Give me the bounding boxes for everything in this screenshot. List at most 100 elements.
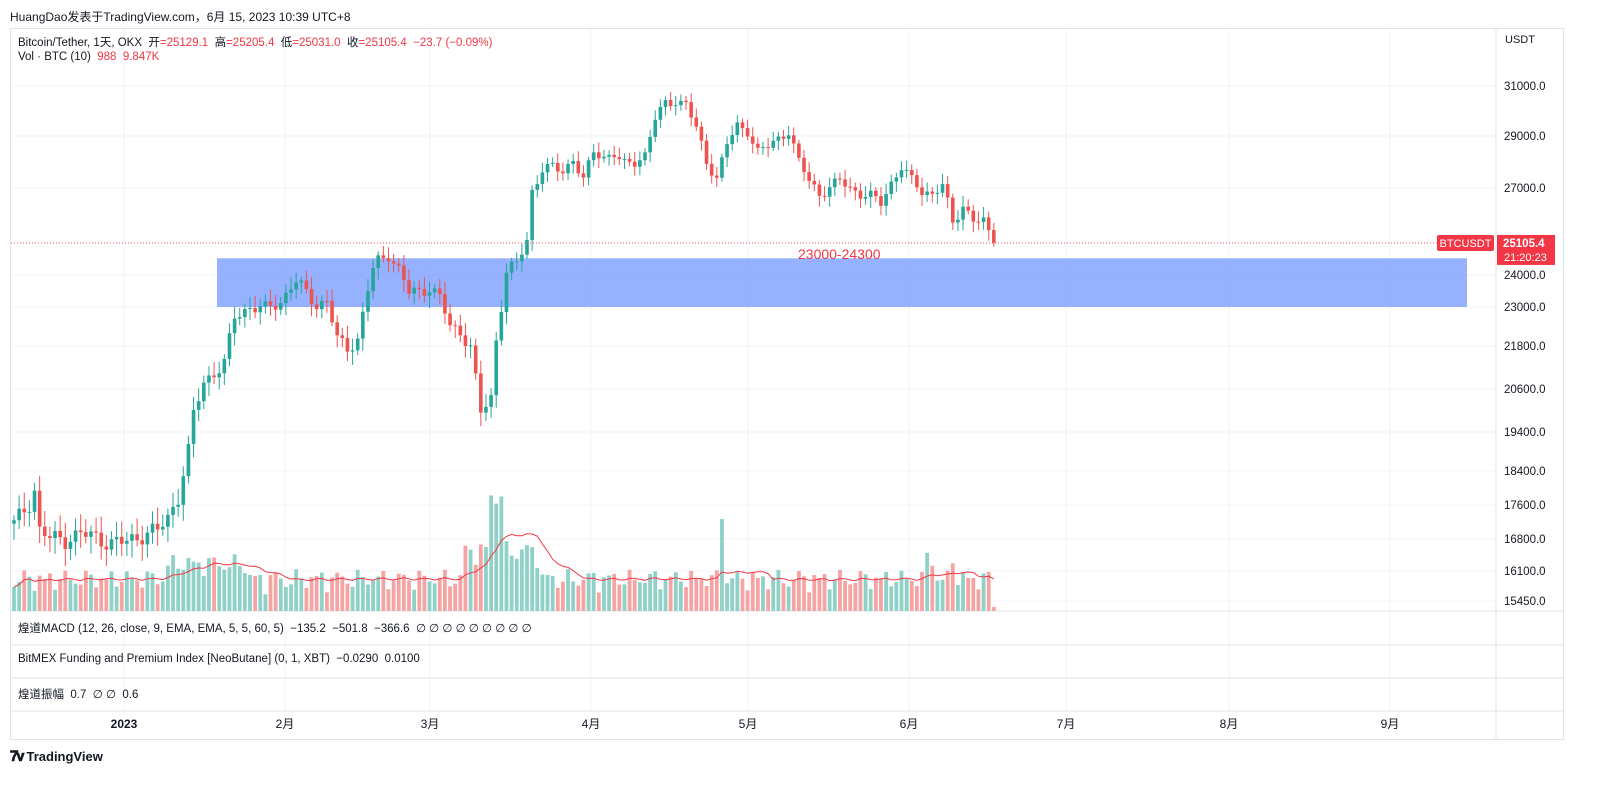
candle: [278, 297, 283, 315]
volume-bar: [668, 576, 673, 611]
tradingview-logo[interactable]: 𝟕𝐯 TradingView: [10, 748, 103, 765]
volume-bar: [950, 563, 955, 611]
volume-bar: [889, 586, 894, 611]
volume-bar: [27, 576, 32, 611]
candle-body: [981, 217, 986, 223]
candle: [879, 186, 883, 216]
volume-bar: [437, 577, 442, 611]
candle: [591, 144, 596, 167]
candle-body: [545, 163, 550, 173]
macd-value-2: −501.8: [332, 623, 368, 635]
candle: [638, 151, 642, 176]
candle-body: [284, 292, 288, 304]
candle: [386, 247, 391, 272]
candle: [725, 136, 729, 168]
volume-bar: [679, 581, 683, 611]
volume-bar: [617, 584, 622, 611]
candle: [453, 320, 457, 338]
chart-frame[interactable]: [10, 28, 1564, 740]
support-zone[interactable]: [217, 258, 1467, 307]
volume-bar: [371, 580, 375, 611]
volume-bar: [319, 572, 324, 611]
candle-body: [858, 190, 863, 199]
volume-bar: [345, 583, 350, 611]
candle: [222, 354, 227, 386]
candle-body: [868, 190, 873, 197]
candle-body: [591, 152, 596, 161]
volume-bar: [873, 577, 878, 611]
candle: [432, 283, 437, 299]
time-tick-label: 3月: [421, 717, 440, 731]
candle: [915, 168, 919, 193]
candle-body: [735, 122, 740, 136]
candle: [412, 281, 416, 305]
candle: [145, 526, 150, 558]
price-tick-label: 31000.0: [1504, 81, 1546, 93]
candle: [237, 307, 242, 326]
candle-body: [130, 534, 134, 541]
candle-body: [802, 157, 806, 173]
candle: [776, 131, 781, 151]
candle-body: [68, 541, 73, 549]
volume-bar: [971, 578, 976, 611]
volume-bar: [945, 570, 950, 611]
candle: [586, 157, 591, 186]
candle: [463, 323, 468, 358]
candle-body: [884, 194, 888, 206]
candle-body: [407, 280, 411, 294]
volume-bar: [596, 592, 601, 611]
tradingview-logo-icon: 𝟕𝐯: [10, 748, 25, 765]
candle: [125, 531, 129, 557]
candle-body: [463, 335, 468, 347]
volume-bar: [53, 589, 57, 611]
candle-body: [350, 350, 355, 352]
candle-body: [940, 183, 945, 193]
volume-bar: [278, 578, 283, 611]
volume-bar: [294, 569, 299, 611]
volume-bar: [956, 585, 960, 611]
last-price-badge: [1497, 234, 1555, 265]
candle-body: [361, 311, 365, 339]
candle-body: [119, 536, 124, 544]
candle-body: [27, 511, 32, 513]
candle-body: [243, 308, 247, 318]
volume-bar: [899, 570, 904, 611]
candle: [109, 531, 114, 556]
volume-bar: [514, 558, 519, 611]
volume-bar: [643, 582, 647, 611]
time-tick-label: 2月: [276, 717, 295, 731]
volume-bar: [791, 580, 796, 611]
candle: [166, 508, 170, 543]
volume-bar: [930, 565, 935, 611]
volume-bar: [478, 544, 483, 611]
candle: [956, 210, 960, 231]
candle-body: [63, 537, 68, 549]
volume-bar: [366, 584, 370, 611]
candle: [827, 177, 832, 207]
candle-body: [114, 536, 119, 540]
volume-bar: [386, 589, 391, 611]
candle: [186, 435, 191, 484]
candle-body: [807, 172, 811, 181]
volume-bar: [914, 586, 919, 611]
volume-bar: [314, 575, 319, 611]
candle-body: [668, 100, 673, 106]
candle-body: [602, 156, 606, 159]
candle-body: [874, 190, 878, 197]
price-tick-label: 19400.0: [1504, 427, 1546, 439]
volume-bar: [822, 573, 827, 611]
candle: [643, 148, 647, 166]
volume-bar: [207, 558, 211, 611]
candle-body: [202, 382, 206, 402]
candle-body: [422, 288, 427, 296]
volume-bar: [99, 578, 104, 611]
candle-body: [479, 373, 483, 413]
candle-body: [638, 160, 642, 167]
symbol-tag: [1437, 234, 1494, 251]
volume-bar: [432, 583, 437, 611]
candle: [160, 514, 165, 536]
candle: [37, 475, 42, 543]
candle: [658, 99, 663, 129]
candle-body: [227, 333, 232, 359]
